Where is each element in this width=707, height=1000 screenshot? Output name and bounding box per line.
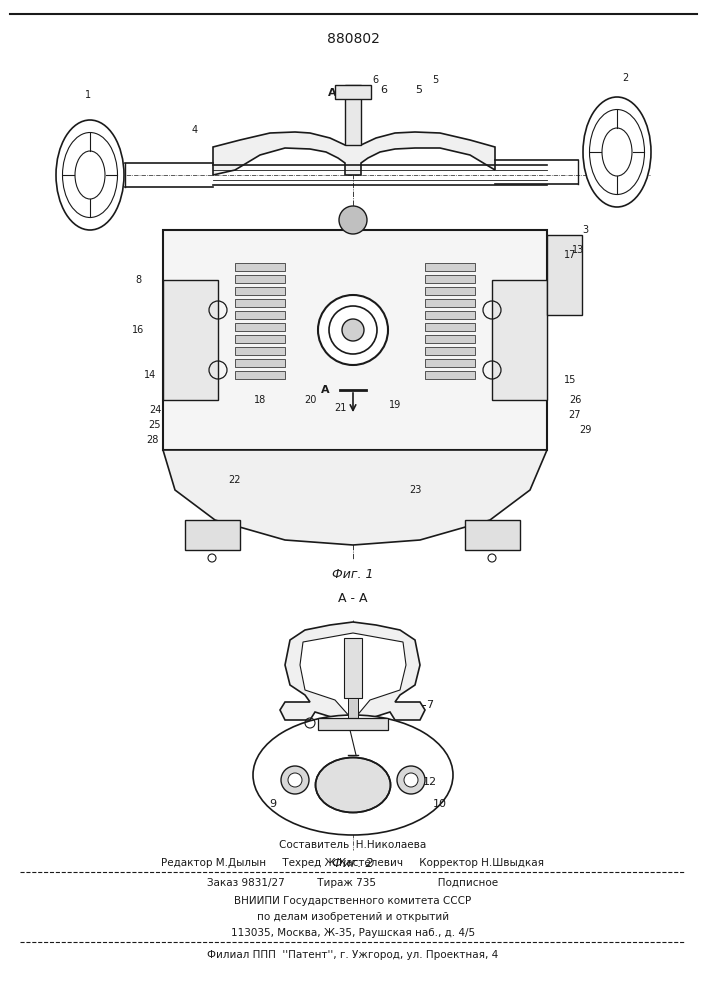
Ellipse shape (75, 151, 105, 199)
Bar (235, 263, 285, 271)
Text: 24: 24 (148, 405, 161, 415)
Text: А - А: А - А (338, 592, 368, 605)
Text: 22: 22 (229, 475, 241, 485)
Text: 17: 17 (563, 250, 576, 260)
Bar (425, 335, 475, 343)
Bar (235, 287, 285, 295)
Text: Заказ 9831/27          Тираж 735                   Подписное: Заказ 9831/27 Тираж 735 Подписное (207, 878, 498, 888)
Text: 18: 18 (254, 395, 266, 405)
Text: Составитель  Н.Николаева: Составитель Н.Николаева (279, 840, 426, 850)
Text: 13: 13 (572, 245, 584, 255)
Bar (235, 359, 285, 367)
Text: 4: 4 (192, 125, 198, 135)
Ellipse shape (288, 773, 302, 787)
Text: 880802: 880802 (327, 32, 380, 46)
Text: Редактор М.Дылын     Техред Ж.Кастелевич     Корректор Н.Швыдкая: Редактор М.Дылын Техред Ж.Кастелевич Кор… (161, 858, 544, 868)
Text: 26: 26 (569, 395, 581, 405)
Ellipse shape (281, 766, 309, 794)
Bar (492, 280, 547, 400)
Bar (235, 347, 285, 355)
Text: 16: 16 (132, 325, 144, 335)
Bar (235, 323, 285, 331)
Ellipse shape (253, 715, 453, 835)
Ellipse shape (342, 319, 364, 341)
Bar (163, 230, 547, 450)
Text: 9: 9 (269, 799, 276, 809)
Bar (235, 335, 285, 343)
Bar (425, 287, 475, 295)
Text: Филиал ППП  ''Патент'', г. Ужгород, ул. Проектная, 4: Филиал ППП ''Патент'', г. Ужгород, ул. П… (207, 950, 498, 960)
Bar (335, 85, 371, 99)
Bar (425, 371, 475, 379)
Text: Фиг. 1: Фиг. 1 (332, 568, 374, 581)
Polygon shape (300, 633, 406, 720)
Text: 15: 15 (563, 375, 576, 385)
Bar (425, 275, 475, 283)
Bar (163, 280, 218, 400)
Ellipse shape (583, 97, 651, 207)
Bar (425, 323, 475, 331)
Text: 8: 8 (135, 275, 141, 285)
Ellipse shape (56, 120, 124, 230)
Text: 6: 6 (380, 85, 387, 95)
Text: А: А (328, 88, 337, 98)
Text: по делам изобретений и открытий: по делам изобретений и открытий (257, 912, 449, 922)
Ellipse shape (318, 295, 388, 365)
Bar (425, 263, 475, 271)
Text: 6: 6 (372, 75, 378, 85)
Text: 29: 29 (579, 425, 591, 435)
Text: 23: 23 (409, 485, 421, 495)
Text: 5: 5 (432, 75, 438, 85)
Ellipse shape (590, 109, 645, 194)
Text: 5: 5 (415, 85, 422, 95)
Text: 28: 28 (146, 435, 158, 445)
Text: 20: 20 (304, 395, 316, 405)
Bar (235, 275, 285, 283)
Bar (425, 347, 475, 355)
Polygon shape (280, 622, 425, 727)
Bar (318, 718, 388, 730)
Bar (465, 520, 520, 550)
Text: 27: 27 (568, 410, 581, 420)
Text: 113035, Москва, Ж-35, Раушская наб., д. 4/5: 113035, Москва, Ж-35, Раушская наб., д. … (231, 928, 475, 938)
Bar (344, 638, 362, 698)
Text: 3: 3 (582, 225, 588, 235)
Bar (348, 698, 358, 723)
Bar (425, 359, 475, 367)
Polygon shape (163, 450, 547, 545)
Text: 1: 1 (85, 90, 91, 100)
Bar (235, 311, 285, 319)
Text: А: А (322, 385, 330, 395)
Polygon shape (213, 132, 495, 175)
Text: 10: 10 (433, 799, 447, 809)
Bar (547, 235, 582, 315)
Ellipse shape (315, 758, 390, 812)
Ellipse shape (397, 766, 425, 794)
Text: 14: 14 (144, 370, 156, 380)
Ellipse shape (602, 128, 632, 176)
Bar (425, 299, 475, 307)
Text: 2: 2 (622, 73, 628, 83)
Ellipse shape (404, 773, 418, 787)
Ellipse shape (62, 132, 117, 218)
Text: 25: 25 (148, 420, 161, 430)
Ellipse shape (339, 206, 367, 234)
Text: 19: 19 (389, 400, 401, 410)
Text: 11: 11 (283, 777, 297, 787)
Ellipse shape (329, 306, 377, 354)
Text: 12: 12 (423, 777, 437, 787)
Bar (425, 311, 475, 319)
Bar (235, 371, 285, 379)
Bar (345, 85, 361, 145)
Text: ВНИИПИ Государственного комитета СССР: ВНИИПИ Государственного комитета СССР (235, 896, 472, 906)
Text: Фиг. 2: Фиг. 2 (332, 857, 374, 870)
Text: 21: 21 (334, 403, 346, 413)
Text: 7: 7 (426, 700, 433, 710)
Bar (235, 299, 285, 307)
Bar (185, 520, 240, 550)
